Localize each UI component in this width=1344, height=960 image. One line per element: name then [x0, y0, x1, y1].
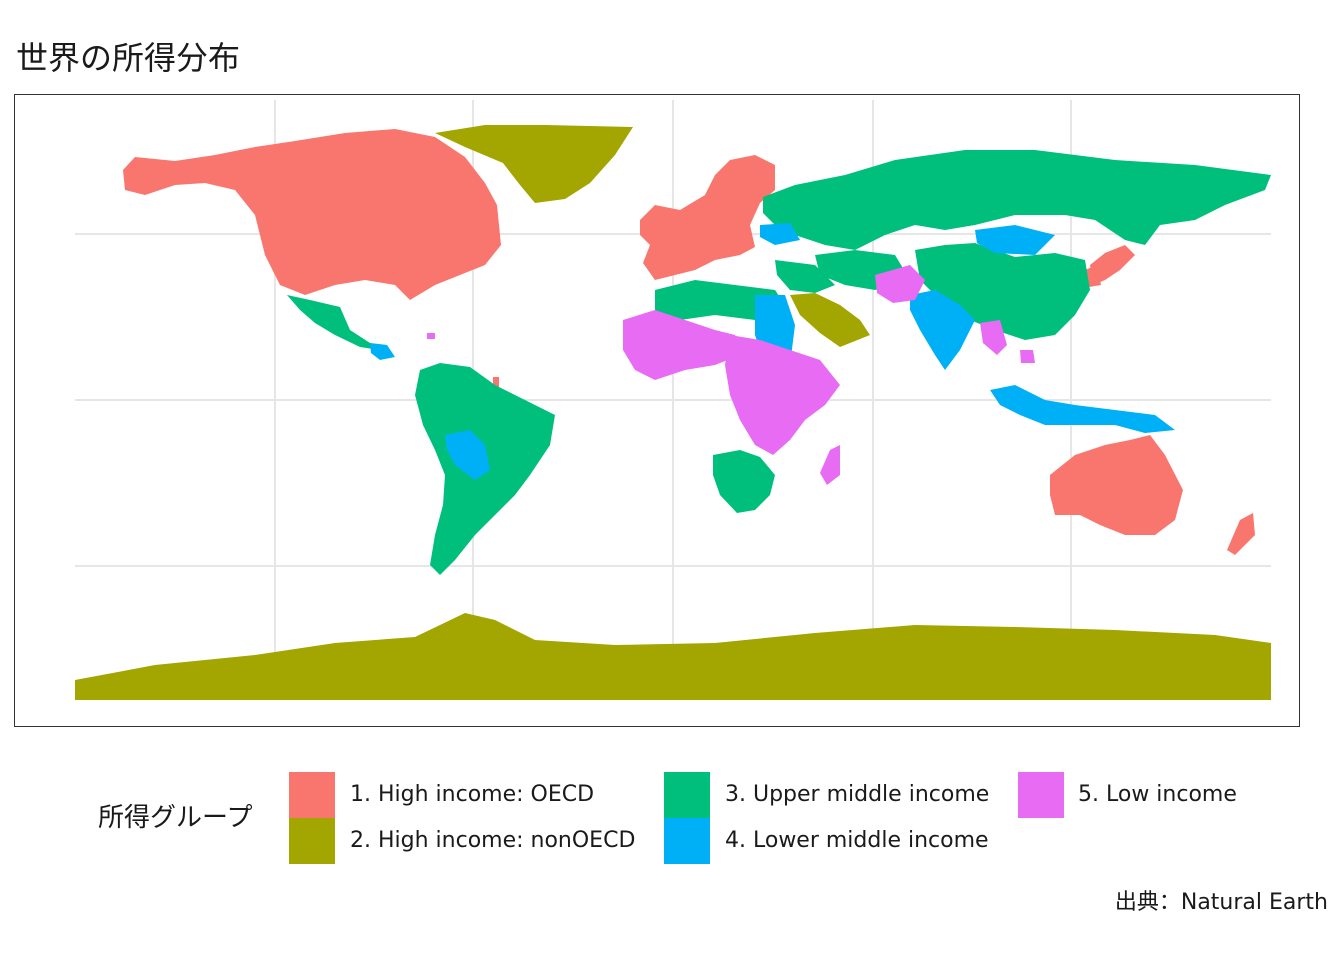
- mexico-central-america: [287, 295, 380, 350]
- region-high-income-oecd: [123, 129, 1255, 555]
- antarctica: [75, 613, 1271, 700]
- southern-africa: [713, 450, 775, 513]
- china: [915, 243, 1090, 340]
- legend-title: 所得グループ: [98, 803, 253, 833]
- bolivia-paraguay: [445, 430, 490, 480]
- legend-label-lower-middle-income: 4. Lower middle income: [725, 828, 989, 853]
- madagascar: [820, 445, 840, 485]
- legend-key-low-income: [1018, 772, 1064, 818]
- legend-key-upper-middle-income: [664, 772, 710, 818]
- central-east-africa: [725, 335, 840, 455]
- french-guiana: [493, 377, 499, 387]
- europe: [640, 155, 775, 280]
- legend-key-high-income-non-oecd: [289, 818, 335, 864]
- legend-label-low-income: 5. Low income: [1078, 782, 1237, 807]
- indonesia: [990, 385, 1175, 433]
- map-title: 世界の所得分布: [16, 39, 241, 77]
- turkey-iran: [775, 260, 835, 293]
- legend-label-high-income-oecd: 1. High income: OECD: [350, 782, 595, 807]
- india: [910, 290, 975, 370]
- region-high-income-non-oecd: [75, 125, 1271, 700]
- legend-label-upper-middle-income: 3. Upper middle income: [725, 782, 990, 807]
- cambodia: [1020, 350, 1035, 363]
- legend-label-high-income-non-oecd: 2. High income: nonOECD: [350, 828, 636, 853]
- north-africa: [655, 280, 785, 320]
- greenland: [435, 125, 633, 203]
- region-low-income: [427, 265, 1035, 485]
- new-zealand: [1227, 513, 1255, 555]
- korea: [1085, 265, 1101, 287]
- japan: [1090, 245, 1135, 285]
- source-caption: 出典：Natural Earth: [1114, 890, 1328, 915]
- mongolia: [975, 225, 1055, 255]
- central-america-lower: [370, 343, 395, 360]
- north-america: [123, 129, 501, 300]
- afghanistan-pakistan: [875, 265, 925, 303]
- legend-key-lower-middle-income: [664, 818, 710, 864]
- australia: [1050, 435, 1183, 535]
- saudi-arabia: [790, 293, 870, 347]
- map-panel: [14, 94, 1300, 727]
- region-lower-middle-income: [370, 223, 1175, 480]
- ukraine: [760, 223, 800, 245]
- legend-key-high-income-oecd: [289, 772, 335, 818]
- world-map: [75, 100, 1271, 700]
- west-africa: [623, 310, 740, 380]
- russia: [763, 150, 1271, 250]
- myanmar-bangladesh: [980, 320, 1007, 355]
- haiti: [427, 333, 435, 339]
